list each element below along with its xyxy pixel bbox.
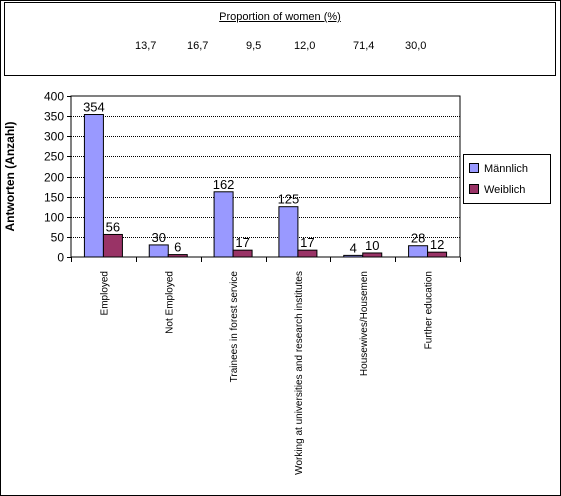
women-proportion-value: 13,7 (135, 40, 157, 52)
bar-weiblich (362, 252, 383, 258)
proportion-of-women-box: Proportion of women (%) 13,7 16,7 9,5 12… (4, 2, 556, 76)
bar-maennlich (213, 191, 234, 258)
y-tick-label: 300 (44, 130, 64, 144)
y-tick-label: 250 (44, 150, 64, 164)
x-category-label: Further education (424, 271, 435, 349)
x-category-label: Trainees in forest service (229, 271, 240, 383)
bar-weiblich (232, 249, 253, 258)
bar-data-label: 30 (152, 230, 166, 245)
legend-swatch-weiblich (469, 184, 479, 194)
legend-item-weiblich: Weiblich (469, 182, 525, 198)
bar-maennlich (148, 244, 169, 258)
bar-data-label: 28 (411, 231, 425, 246)
bar-data-label: 4 (350, 240, 357, 255)
y-tick-label: 150 (44, 191, 64, 205)
y-tick-label: 0 (57, 251, 64, 265)
x-category-label: Not Employed (164, 271, 175, 334)
legend-label-weiblich: Weiblich (484, 184, 526, 196)
bar-weiblich (102, 233, 123, 258)
x-category-label: Housewives/Housemen (359, 271, 370, 376)
y-tick-label: 350 (44, 110, 64, 124)
y-tick-label: 400 (44, 90, 64, 104)
bar-weiblich (167, 254, 188, 258)
y-tick-label: 50 (51, 231, 65, 245)
proportion-of-women-title: Proportion of women (%) (219, 11, 341, 23)
bar-data-label: 17 (300, 235, 314, 250)
y-tick-label: 200 (44, 171, 64, 185)
bar-data-label: 125 (278, 192, 300, 207)
bar-maennlich (278, 206, 299, 258)
bar-data-label: 6 (174, 240, 181, 255)
chart-legend: Männlich Weiblich (463, 154, 551, 204)
bar-data-label: 56 (106, 219, 120, 234)
bar-data-label: 162 (213, 177, 235, 192)
bar-data-label: 12 (430, 237, 444, 252)
legend-label-maennlich: Männlich (484, 163, 529, 175)
women-proportion-value: 12,0 (294, 40, 316, 52)
bar-maennlich (408, 245, 429, 258)
plot-area (70, 95, 461, 258)
bar-weiblich (297, 249, 318, 258)
legend-item-maennlich: Männlich (469, 161, 528, 177)
bar-data-label: 17 (235, 235, 249, 250)
bar-weiblich (427, 251, 448, 258)
x-category-label: Working at universities and research ins… (294, 271, 305, 475)
legend-swatch-maennlich (469, 163, 479, 173)
women-proportion-value: 16,7 (187, 40, 209, 52)
women-proportion-value: 30,0 (405, 40, 427, 52)
y-axis-label: Antworten (Anzahl) (3, 122, 17, 232)
women-proportion-value: 71,4 (353, 40, 375, 52)
women-proportion-value: 9,5 (246, 40, 262, 52)
y-tick-label: 100 (44, 211, 64, 225)
x-category-label: Employed (99, 271, 110, 315)
bar-maennlich (343, 254, 364, 258)
bar-maennlich (83, 114, 104, 258)
bar-data-label: 354 (83, 100, 105, 115)
bar-data-label: 10 (365, 238, 379, 253)
